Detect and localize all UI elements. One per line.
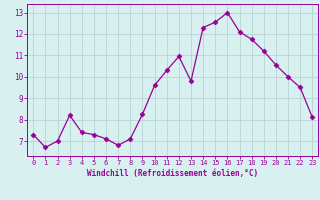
X-axis label: Windchill (Refroidissement éolien,°C): Windchill (Refroidissement éolien,°C) — [87, 169, 258, 178]
